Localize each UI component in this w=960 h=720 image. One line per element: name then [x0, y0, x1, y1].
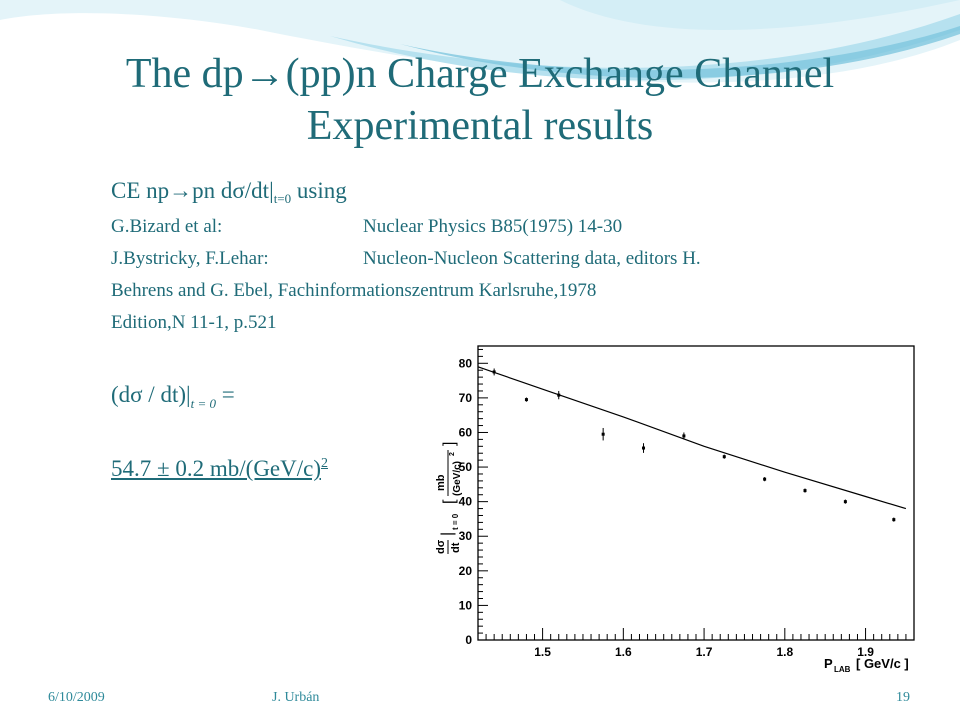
ce-heading-main: CE np→pn dσ/dt| [111, 178, 274, 203]
x-axis-label: P LAB [ GeV/c ] [824, 656, 909, 674]
y-axis-label: dσ dt | t = 0 [ mb (GeV/c) 2 ] [435, 442, 463, 554]
data-point [722, 455, 726, 459]
header-swoosh-decoration [0, 0, 960, 83]
y-tick-label: 40 [459, 495, 473, 509]
y-tick-label: 50 [459, 460, 473, 474]
title-line-2: Experimental results [306, 103, 654, 149]
data-points [492, 368, 896, 522]
result-text: 54.7 ± 0.2 mb/(GeV/c) [111, 456, 321, 481]
data-point [763, 477, 767, 481]
xlabel-p: P [824, 656, 833, 671]
slide-title: The dp→(pp)n Charge Exchange Channel Exp… [0, 48, 960, 152]
reference-1-text: Nuclear Physics B85(1975) 14-30 [363, 216, 623, 237]
footer-page-number: 19 [896, 690, 910, 705]
ylabel-t0: t = 0 [451, 513, 460, 530]
x-tick-label: 1.9 [857, 645, 874, 659]
data-point [803, 489, 807, 493]
x-tick-label: 1.7 [696, 645, 713, 659]
title-line-1: The dp→(pp)n Charge Exchange Channel [125, 51, 835, 97]
reference-2-label: J.Bystricky, F.Lehar: [111, 248, 269, 269]
ylabel-bar: | [439, 532, 456, 536]
data-point [843, 500, 847, 504]
ce-heading-tail: using [291, 178, 347, 203]
y-tick-label: 10 [459, 598, 473, 612]
data-point [892, 518, 896, 522]
y-tick-label: 20 [459, 564, 473, 578]
data-point [492, 370, 496, 374]
y-tick-label: 0 [465, 633, 472, 647]
xlabel-unit: [ GeV/c ] [856, 656, 909, 671]
reference-2: J.Bystricky, F.Lehar: Nucleon-Nucleon Sca… [111, 248, 701, 270]
y-axis: 0 10 20 30 40 50 60 70 80 [459, 348, 488, 647]
cross-section-formula: (dσ / dt)|t = 0 = [111, 382, 235, 412]
ylabel-dt: dt [450, 542, 462, 553]
ylabel-squared: 2 [449, 452, 456, 456]
data-point [682, 434, 686, 438]
x-tick-label: 1.8 [776, 645, 793, 659]
formula-subscript: t = 0 [190, 396, 216, 411]
x-tick-label: 1.5 [534, 645, 551, 659]
ylabel-dsigma: dσ [435, 539, 447, 554]
footer-date: 6/10/2009 [48, 690, 105, 705]
y-tick-label: 60 [459, 425, 473, 439]
formula-main: (dσ / dt)| [111, 382, 191, 407]
chart-background [420, 322, 940, 684]
reference-1-label: G.Bizard et al: [111, 216, 223, 237]
xlabel-lab: LAB [834, 665, 851, 674]
reference-4: Edition,N 11-1, p.521 [111, 312, 277, 333]
x-axis: 1.5 1.6 1.7 1.8 1.9 [477, 628, 915, 659]
formula-tail: = [216, 382, 235, 407]
ylabel-close-bracket: ] [441, 442, 458, 446]
result-value: 54.7 ± 0.2 mb/(GeV/c)2 [111, 456, 328, 482]
y-tick-label: 30 [459, 529, 473, 543]
reference-2-text: Nucleon-Nucleon Scattering data, editors… [363, 248, 701, 269]
result-superscript: 2 [321, 456, 328, 471]
data-point [557, 393, 561, 397]
y-tick-label: 80 [459, 356, 473, 370]
fit-curve [477, 366, 907, 510]
ce-heading: CE np→pn dσ/dt|t=0 using [111, 178, 347, 207]
x-tick-label: 1.6 [615, 645, 632, 659]
cross-section-chart: 0 10 20 30 40 50 60 70 80 1.5 1.6 1.7 1.8 1.9 dσ dt … [420, 322, 940, 684]
y-tick-label: 70 [459, 391, 473, 405]
ce-heading-subscript: t=0 [273, 191, 292, 206]
footer-author: J. Urbán [272, 690, 320, 705]
ylabel-open-bracket: [ [441, 499, 458, 504]
ylabel-mb: mb [435, 474, 447, 491]
data-point [642, 446, 646, 450]
ylabel-gev: (GeV/c) [452, 461, 463, 496]
data-point [524, 398, 528, 402]
data-point [601, 432, 605, 436]
reference-1: G.Bizard et al: Nuclear Physics B85(1975)… [111, 216, 622, 238]
reference-3: Behrens and G. Ebel, Fachinformationszen… [111, 280, 597, 301]
